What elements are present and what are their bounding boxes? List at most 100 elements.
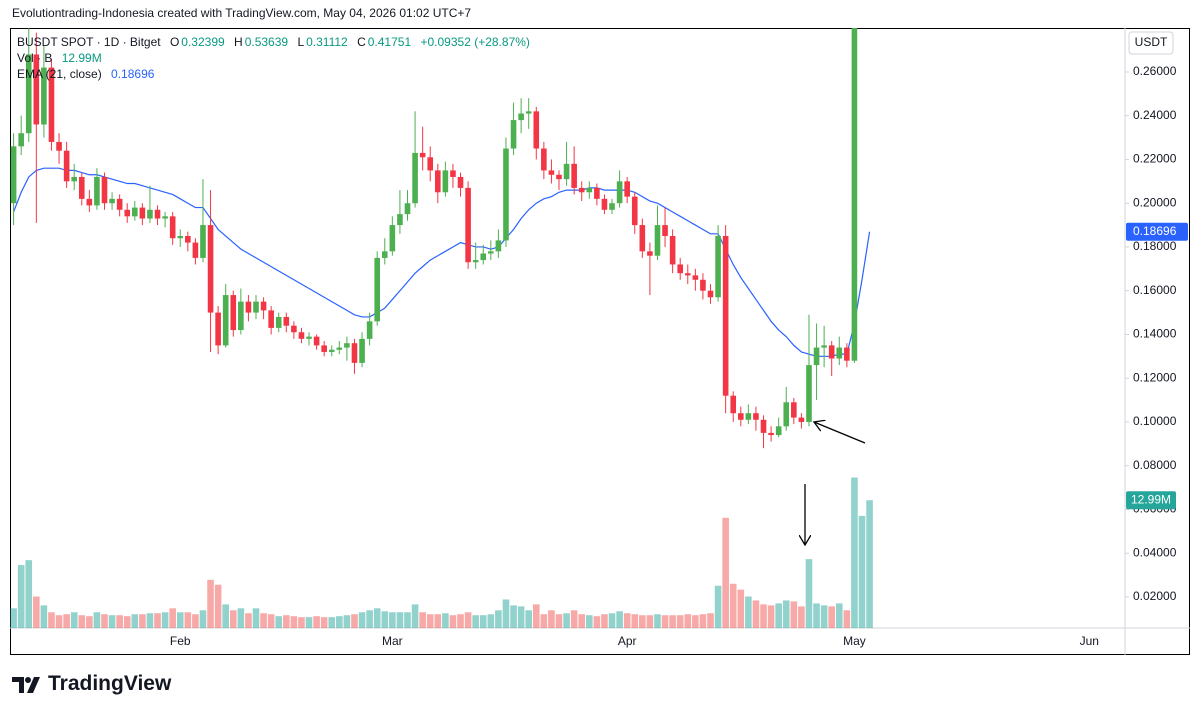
candle-body (525, 111, 532, 114)
volume-bar (101, 614, 108, 628)
ema-axis-label: 0.18696 (1133, 224, 1177, 238)
volume-bar (389, 612, 396, 628)
brand-name: TradingView (48, 672, 172, 695)
candle-body (738, 413, 744, 420)
y-tick-label: 0.26000 (1133, 64, 1177, 78)
volume-bar (214, 584, 222, 628)
x-tick-label: Mar (382, 634, 403, 648)
volume-layer (10, 477, 873, 628)
ohlc-key: H (234, 35, 243, 49)
candle-body (745, 413, 752, 420)
candle-body (177, 236, 184, 239)
volume-bar (692, 615, 699, 628)
legend-row: EMA (21, close) 0.18696 (17, 66, 532, 82)
volume-bar (161, 612, 169, 628)
currency-box (1128, 31, 1174, 55)
y-tick-label: 0.16000 (1133, 283, 1177, 297)
volume-bar (646, 615, 654, 628)
volume-bar (70, 612, 78, 628)
volume-bar (798, 606, 805, 628)
candle-body (427, 157, 434, 171)
candle-body (647, 251, 653, 256)
candle-body (253, 301, 259, 313)
candle-body (450, 170, 456, 177)
candle-body (132, 207, 138, 217)
volume-bar (707, 613, 714, 628)
candle-body (457, 176, 464, 188)
candle-body (404, 203, 411, 215)
candle-body (185, 236, 191, 243)
candle-body (260, 301, 267, 311)
volume-bar (495, 610, 502, 628)
volume-bar (548, 610, 555, 628)
candle-body (147, 209, 153, 219)
volume-bar (86, 616, 93, 628)
candle-body (109, 198, 115, 204)
volume-axis-tag (1126, 491, 1176, 510)
candle-body (669, 236, 676, 265)
volume-bar (737, 589, 745, 628)
volume-bar (608, 613, 616, 628)
volume-bar (366, 610, 373, 628)
volume-bar (146, 613, 154, 628)
volume-bar (267, 614, 275, 628)
candle-body (707, 290, 714, 298)
volume-bar (654, 614, 661, 628)
candle-body (556, 174, 562, 180)
volume-axis-label: 12.99M (1131, 492, 1171, 506)
y-tick-label: 0.22000 (1133, 152, 1177, 166)
candle-body (435, 170, 441, 193)
candle-body (677, 264, 683, 274)
candle-body (344, 343, 350, 348)
volume-bar (669, 615, 676, 628)
volume-value: 12.99M (61, 51, 102, 65)
candle-body (631, 196, 638, 226)
volume-bar (813, 603, 820, 628)
volume-bar (192, 614, 199, 628)
volume-bar (457, 614, 464, 628)
candle-body (624, 181, 630, 197)
volume-bar (639, 615, 646, 628)
candle-body (419, 152, 426, 158)
volume-bar (563, 613, 570, 628)
candle-body (245, 301, 252, 313)
y-tick-label: 0.10000 (1133, 414, 1177, 428)
volume-bar (381, 611, 389, 628)
candle-body (298, 332, 305, 339)
legend: BUSDT SPOT · 1D · Bitget O 0.32399 H 0.536… (17, 34, 532, 82)
ema-value: 0.18696 (111, 67, 155, 81)
volume-bar (40, 605, 48, 628)
candle-body (495, 240, 502, 252)
volume-bar (396, 612, 404, 628)
volume-bar (464, 612, 472, 628)
candle-body (533, 111, 540, 149)
volume-bar (760, 604, 767, 628)
volume-bar (517, 606, 525, 628)
volume-bar (752, 600, 760, 628)
volume-bar (714, 585, 722, 628)
volume-bar (252, 608, 260, 628)
candle-body (124, 209, 131, 217)
volume-bar (237, 608, 245, 628)
candle-body (616, 181, 623, 204)
candle-body (283, 316, 290, 326)
candle-layer (10, 28, 858, 449)
candle-body (684, 273, 691, 276)
volume-bar (805, 559, 813, 628)
volume-bar (699, 614, 707, 628)
volume-bar (729, 583, 737, 628)
y-tick-label: 0.02000 (1133, 589, 1177, 603)
volume-bar (419, 612, 426, 628)
candle-body (783, 402, 790, 427)
candle-body (116, 198, 123, 210)
volume-bar (442, 613, 449, 628)
candle-body (139, 207, 146, 219)
y-tick-label: 0.24000 (1133, 108, 1177, 122)
volume-bar (275, 616, 283, 628)
volume-bar (10, 608, 17, 628)
candle-body (480, 253, 487, 261)
volume-bar (139, 614, 146, 628)
volume-bar (184, 612, 192, 628)
snapshot-caption: Evolutiontrading-Indonesia created with … (12, 6, 472, 20)
